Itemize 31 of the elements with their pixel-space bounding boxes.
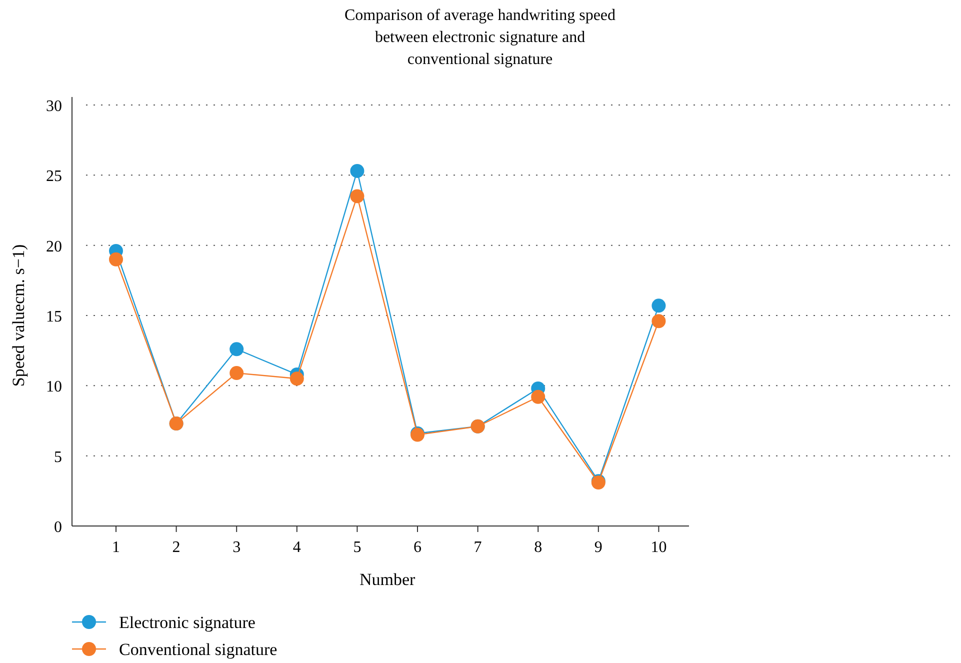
y-axis-title: Speed valuecm. s−1) <box>9 244 28 387</box>
y-tick-label: 0 <box>54 519 62 536</box>
point <box>230 342 244 356</box>
point <box>109 252 123 266</box>
x-tick-label: 5 <box>353 539 362 556</box>
x-tick-label: 3 <box>232 539 241 556</box>
x-tick-label: 7 <box>474 539 482 556</box>
point <box>350 164 364 178</box>
y-tick-label: 25 <box>46 168 62 186</box>
x-tick-label: 2 <box>172 539 180 556</box>
legend-label: Electronic signature <box>119 613 256 632</box>
point <box>290 372 304 386</box>
x-tick-label: 10 <box>650 539 667 556</box>
legend-label: Conventional signature <box>119 640 278 659</box>
x-tick-label: 9 <box>594 539 602 556</box>
chart-title: Comparison of average handwriting speed between electronic signature and conventional signature <box>344 7 616 68</box>
point <box>652 314 666 328</box>
point <box>531 390 546 404</box>
point <box>230 366 244 380</box>
point <box>652 298 666 313</box>
x-tick-label: 1 <box>112 539 120 556</box>
x-axis-title: Number <box>359 570 416 589</box>
x-tick-label: 8 <box>534 539 542 556</box>
x-tick-label: 6 <box>414 539 422 556</box>
y-tick-label: 10 <box>46 378 62 396</box>
y-tick-label: 15 <box>46 308 62 326</box>
x-tick-label: 4 <box>292 539 301 556</box>
point <box>350 189 364 204</box>
y-tick-label: 5 <box>54 448 62 466</box>
y-tick-label: 20 <box>46 238 62 256</box>
y-tick-label: 30 <box>46 98 62 115</box>
